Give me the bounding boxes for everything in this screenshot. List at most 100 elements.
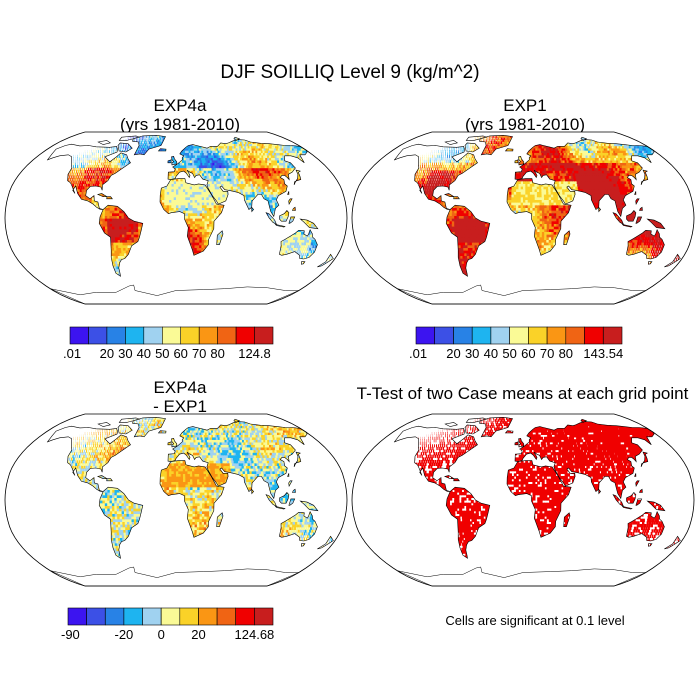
grid-cell <box>305 244 308 248</box>
grid-cell <box>196 191 200 195</box>
grid-cell <box>118 247 122 251</box>
grid-cell <box>185 218 189 222</box>
grid-cell <box>123 212 127 216</box>
grid-cell <box>187 188 191 192</box>
grid-cell <box>83 191 87 195</box>
grid-cell <box>311 226 314 230</box>
grid-cell <box>218 196 222 200</box>
grid-cell <box>187 223 191 227</box>
grid-cell <box>295 247 298 251</box>
grid-cell <box>126 226 130 230</box>
grid-cell <box>201 234 205 238</box>
grid-cell <box>307 244 310 248</box>
grid-cell <box>113 263 117 267</box>
grid-cell <box>173 204 177 208</box>
grid-cell <box>123 218 127 222</box>
grid-cell <box>197 220 201 224</box>
grid-cell <box>187 218 191 222</box>
grid-cell <box>168 210 172 214</box>
grid-cell <box>261 194 266 198</box>
grid-cell <box>109 207 113 211</box>
grid-cell <box>295 234 299 238</box>
grid-cell <box>122 244 127 248</box>
grid-cell <box>209 223 213 227</box>
grid-cell <box>197 228 201 232</box>
grid-cell <box>268 194 273 198</box>
grid-cell <box>196 244 200 248</box>
grid-cell <box>116 215 120 219</box>
grid-cell <box>274 202 278 206</box>
grid-cell <box>117 231 121 235</box>
grid-cell <box>312 244 315 248</box>
grid-cell <box>194 199 198 203</box>
grid-cell <box>187 210 191 214</box>
grid-cell <box>96 202 99 206</box>
grid-cell <box>217 191 221 195</box>
grid-cell <box>217 194 221 198</box>
grid-cell <box>216 207 220 211</box>
grid-cell <box>209 204 213 208</box>
grid-cell <box>107 218 111 222</box>
grid-cell <box>119 228 123 232</box>
grid-cell <box>259 191 263 195</box>
grid-cell <box>133 236 137 240</box>
grid-cell <box>115 242 119 246</box>
grid-cell <box>171 194 175 198</box>
grid-cell <box>204 234 207 238</box>
grid-cell <box>108 196 112 200</box>
grid-cell <box>104 220 108 224</box>
grid-cell <box>206 234 210 238</box>
grid-cell <box>190 202 194 206</box>
grid-cell <box>194 210 198 214</box>
grid-cell <box>248 202 253 206</box>
grid-cell <box>270 210 274 214</box>
grid-cell <box>277 191 282 195</box>
grid-cell <box>195 223 198 227</box>
grid-cell <box>164 204 168 208</box>
grid-cell <box>116 220 120 224</box>
grid-cell <box>199 223 203 227</box>
grid-cell <box>199 220 203 224</box>
grid-cell <box>263 191 268 195</box>
grid-cell <box>102 212 106 216</box>
grid-cell <box>218 236 221 240</box>
grid-cell <box>117 234 121 238</box>
grid-cell <box>213 194 217 198</box>
grid-cell <box>123 223 127 227</box>
grid-cell <box>84 188 87 192</box>
grid-cell <box>104 223 108 227</box>
grid-cell <box>164 191 168 195</box>
grid-cell <box>274 196 278 200</box>
grid-cell <box>290 250 292 254</box>
grid-cell <box>102 228 106 232</box>
grid-cell <box>166 196 170 200</box>
panel-title-diff-line2: - EXP1 <box>55 397 305 416</box>
grid-cell <box>287 242 290 246</box>
grid-cell <box>204 199 208 203</box>
grid-cell <box>105 231 109 235</box>
grid-cell <box>107 220 111 224</box>
grid-cell <box>197 226 201 230</box>
grid-cell <box>159 191 163 195</box>
grid-cell <box>112 252 117 256</box>
grid-cell <box>292 250 295 254</box>
grid-cell <box>162 196 165 200</box>
grid-cell <box>295 239 298 243</box>
grid-cell <box>220 194 224 198</box>
grid-cell <box>268 191 272 195</box>
grid-cell <box>314 244 317 248</box>
grid-cell <box>190 236 193 240</box>
grid-cell <box>194 204 198 208</box>
grid-cell <box>199 194 203 198</box>
grid-cell <box>307 252 309 256</box>
grid-cell <box>206 199 210 203</box>
grid-cell <box>79 188 82 192</box>
grid-cell <box>117 236 121 240</box>
grid-cell <box>187 234 191 238</box>
grid-cell <box>310 234 313 238</box>
grid-cell <box>127 247 131 251</box>
grid-cell <box>89 196 93 200</box>
grid-cell <box>296 231 299 235</box>
grid-cell <box>133 226 137 230</box>
grid-cell <box>304 247 307 251</box>
